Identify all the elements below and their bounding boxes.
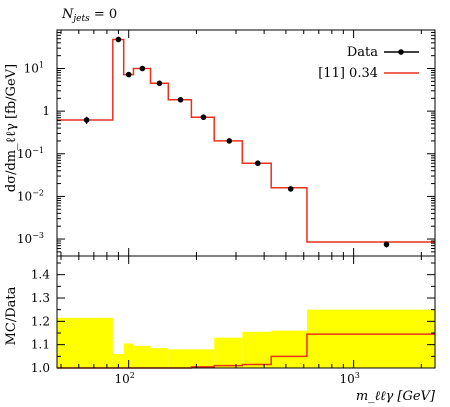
ratio-frame: [56, 255, 436, 369]
legend-mc-label: [11] 0.34: [318, 66, 378, 81]
band-bin-6: [191, 349, 215, 368]
ratio-ytick-label-0: 1.0: [31, 361, 50, 375]
mc-histogram-line: [57, 38, 435, 243]
ratio-ytick-label-1: 1.1: [31, 338, 50, 352]
band-bin-3: [133, 345, 151, 368]
main-ytick-label-1: 1: [42, 104, 50, 118]
band-bin-0: [57, 317, 113, 368]
band-bin-1: [112, 354, 124, 368]
data-point-4: [156, 80, 163, 87]
data-point-8: [255, 160, 261, 167]
band-bin-10: [306, 309, 435, 368]
ratio-ytick-label-2: 1.2: [31, 314, 50, 328]
band-bin-2: [123, 343, 134, 368]
ratio-ytick-label-4: 1.4: [31, 268, 50, 282]
main-ytick-label-2: 10−1: [17, 146, 44, 161]
main-ytick-label-3: 10−2: [17, 188, 44, 203]
data-point-10: [383, 241, 390, 248]
text-layer: Njets = 0 dσ/dm_ℓℓγ [fb/GeV] MC/Data m_ℓ…: [4, 7, 436, 404]
corner-label: Njets = 0: [61, 7, 117, 24]
xtick-label-0: 102: [115, 371, 135, 386]
band-bin-5: [168, 349, 192, 368]
ratio-ylabel: MC/Data: [4, 286, 19, 345]
band-bin-7: [214, 337, 243, 368]
data-point-3: [139, 65, 146, 72]
axes-layer: [56, 29, 436, 369]
legend-data-marker: [398, 49, 404, 55]
data-point-6: [200, 114, 207, 121]
data-point-5: [177, 96, 184, 103]
data-point-1: [115, 36, 122, 43]
uncertainty-band-layer: [57, 309, 435, 368]
legend-data-label: Data: [347, 45, 378, 60]
band-bin-9: [271, 330, 307, 368]
band-bin-8: [242, 331, 272, 368]
data-point-7: [226, 138, 233, 144]
data-point-2: [125, 71, 132, 78]
band-bin-4: [150, 348, 169, 368]
data-point-9: [287, 186, 294, 192]
main-frame: [56, 29, 436, 257]
main-ytick-label-0: 101: [24, 61, 44, 76]
main-ytick-label-4: 10−3: [17, 231, 44, 246]
data-points-layer: [83, 36, 390, 248]
ratio-ytick-label-3: 1.3: [31, 291, 50, 305]
xtick-label-1: 103: [339, 371, 359, 386]
xaxis-label: m_ℓℓγ [GeV]: [356, 389, 436, 404]
data-point-0: [83, 117, 90, 123]
main-ylabel: dσ/dm_ℓℓγ [fb/GeV]: [4, 64, 19, 192]
